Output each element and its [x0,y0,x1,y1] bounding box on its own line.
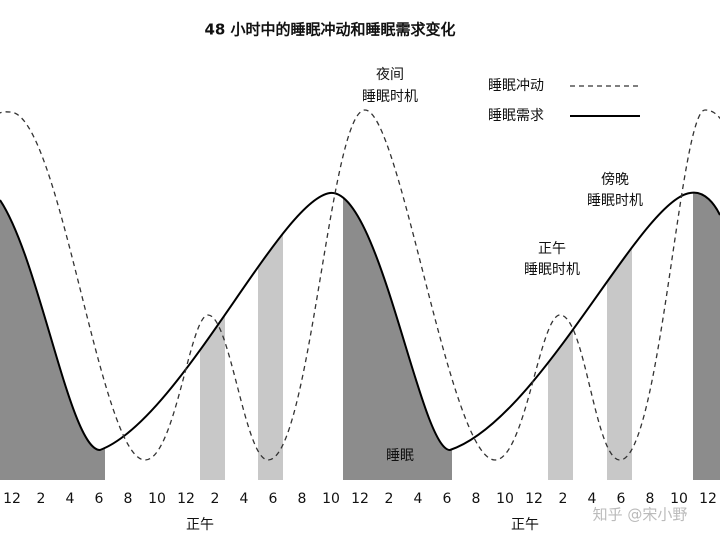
nap-region [200,192,225,480]
x-label: 10 [496,491,514,507]
nap-region [258,192,283,480]
x-label: 2 [37,491,46,507]
noon-label: 正午 [186,517,214,533]
nap-region [548,192,573,480]
x-label: 6 [95,491,104,507]
title: 48 小时中的睡眠冲动和睡眠需求变化 [204,21,455,39]
annotation: 正午 [538,241,566,257]
annotation: 睡眠时机 [362,89,418,105]
x-label: 12 [3,491,21,507]
sleep-region [693,192,720,480]
watermark: 知乎 @宋小野 [593,506,688,524]
x-label: 12 [699,491,717,507]
x-label: 4 [588,491,597,507]
sleep-drive-curve [0,109,720,461]
x-label: 10 [322,491,340,507]
legend-label: 睡眠需求 [488,108,544,124]
noon-label: 正午 [511,517,539,533]
x-labels: 12 2 4 6 8 10 12 2 4 6 8 10 12 2 4 6 8 10 12 2 4 6 8 10 12 [3,491,717,507]
x-label: 2 [211,491,220,507]
x-label: 12 [177,491,195,507]
legend-label: 睡眠冲动 [488,78,544,94]
sleep-need-curve [0,191,720,452]
annotation: 睡眠时机 [524,262,580,278]
x-label: 4 [240,491,249,507]
x-label: 10 [670,491,688,507]
x-label: 6 [269,491,278,507]
x-label: 10 [148,491,166,507]
x-label: 12 [351,491,369,507]
annotation: 睡眠时机 [587,193,643,209]
sleep-region [343,192,452,480]
x-label: 8 [298,491,307,507]
annotation: 睡眠 [386,448,414,464]
x-label: 6 [617,491,626,507]
annotation: 傍晚 [601,171,629,188]
sleep-region [0,192,105,480]
x-label: 6 [443,491,452,507]
x-label: 2 [385,491,394,507]
x-label: 8 [472,491,481,507]
x-label: 8 [124,491,133,507]
x-label: 12 [525,491,543,507]
annotation: 夜间 [376,67,404,83]
x-label: 4 [66,491,75,507]
x-label: 4 [414,491,423,507]
x-label: 8 [646,491,655,507]
x-label: 2 [559,491,568,507]
